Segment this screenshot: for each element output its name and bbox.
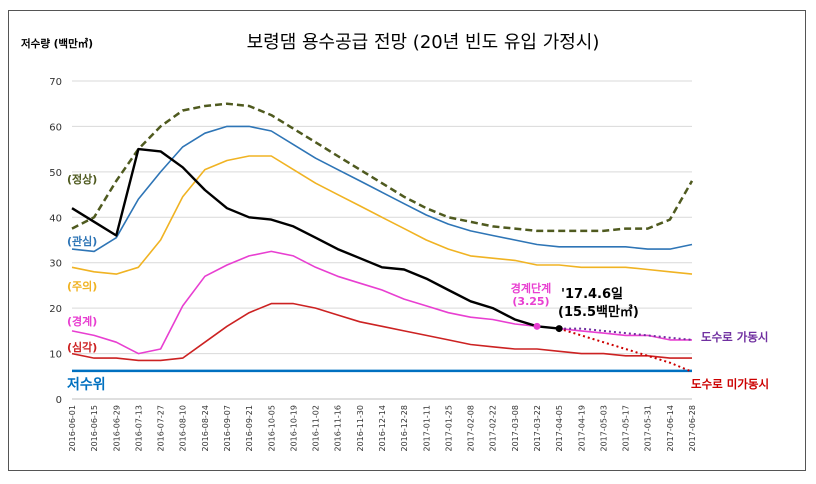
y-tick-label: 40 [49,213,62,224]
x-tick-label: 2016-11-02 [312,405,321,452]
series-line-actual [71,147,560,330]
chart-title: 보령댐 용수공급 전망 (20년 빈도 유입 가정시) [247,32,600,53]
x-tick-label: 2016-12-14 [378,405,387,452]
x-tick-label: 2017-05-03 [599,405,608,452]
x-tick-label: 2017-04-05 [555,405,564,452]
y-tick-label: 10 [49,350,62,361]
x-tick-label: 2016-09-07 [223,405,232,452]
y-axis-label: 저수량 (백만㎥) [21,37,93,50]
series-line-도수로 가동시 [559,327,693,341]
x-tick-label: 2016-11-16 [334,405,343,452]
series-line-심각 [71,302,692,362]
label-normal: (정상) [67,172,97,186]
x-tick-label: 2017-06-28 [688,405,697,452]
markers [533,322,563,333]
y-tick-label: 20 [49,304,62,315]
x-tick-label: 2016-11-30 [356,405,365,452]
series-line-경계 [71,250,692,355]
x-tick-label: 2017-05-31 [644,405,653,452]
chart: 보령댐 용수공급 전망 (20년 빈도 유입 가정시) 저수량 (백만㎥) 0 1… [21,32,769,452]
series-lines [71,102,694,373]
x-tick-label: 2016-10-05 [267,405,276,452]
x-tick-label: 2016-06-15 [90,405,99,452]
gridlines [72,80,692,400]
data-marker [533,322,541,330]
x-tick-label: 2016-08-24 [201,405,210,452]
annotations: 경계단계 (3.25) '17.4.6일 (15.5백만㎥) 도수로 가동시 도… [511,281,769,391]
y-tick-label: 30 [49,259,62,270]
x-tick-label: 2016-10-19 [289,405,298,452]
x-tick-label: 2016-09-21 [245,405,254,452]
annotation-canal-off: 도수로 미가동시 [691,377,769,391]
x-tick-label: 2017-04-19 [577,405,586,452]
x-tick-label: 2016-12-28 [400,405,409,452]
annotation-alert-date: (3.25) [512,295,549,308]
y-tick-label: 50 [49,168,62,179]
x-tick-label: 2016-07-27 [157,405,166,452]
annotation-alert-stage: 경계단계 [511,281,551,295]
label-caution: (주의) [67,279,97,293]
x-tick-label: 2017-05-17 [622,405,631,452]
y-axis-ticks: 0 10 20 30 40 50 60 70 [49,77,62,406]
y-tick-label: 60 [49,122,62,133]
x-tick-label: 2017-06-14 [666,405,675,452]
annotation-date: '17.4.6일 [561,287,623,302]
x-axis-ticks: 2016-06-01 2016-06-15 2016-06-29 2016-07-13… [68,405,697,452]
series-labels: (정상) (관심) (주의) (경계) (심각) 저수위 [67,172,106,393]
x-tick-label: 2016-07-13 [134,405,143,452]
chart-frame: 보령댐 용수공급 전망 (20년 빈도 유입 가정시) 저수량 (백만㎥) 0 1… [8,10,806,471]
annotation-canal-on: 도수로 가동시 [701,330,768,344]
x-tick-label: 2017-01-25 [444,405,453,452]
x-tick-label: 2016-06-29 [112,405,121,452]
label-alert: (경계) [67,314,97,328]
series-line-도수로 미가동시 [558,327,693,373]
x-tick-label: 2017-02-22 [489,405,498,452]
x-tick-label: 2016-06-01 [68,405,77,452]
label-serious: (심각) [67,340,97,354]
x-tick-label: 2016-08-10 [179,405,188,452]
x-tick-label: 2017-02-08 [467,405,476,452]
label-interest: (관심) [67,234,97,248]
annotation-volume: (15.5백만㎥) [558,304,639,320]
x-tick-label: 2017-03-08 [511,405,520,452]
series-line-주의 [71,155,693,275]
y-tick-label: 70 [49,77,62,88]
series-line-관심 [71,125,693,253]
label-low-water: 저수위 [67,377,106,393]
series-line-정상 [71,102,694,233]
x-tick-label: 2017-03-22 [533,405,542,452]
x-tick-label: 2017-01-11 [422,405,431,452]
y-tick-label: 0 [56,395,62,406]
data-marker [555,325,563,333]
